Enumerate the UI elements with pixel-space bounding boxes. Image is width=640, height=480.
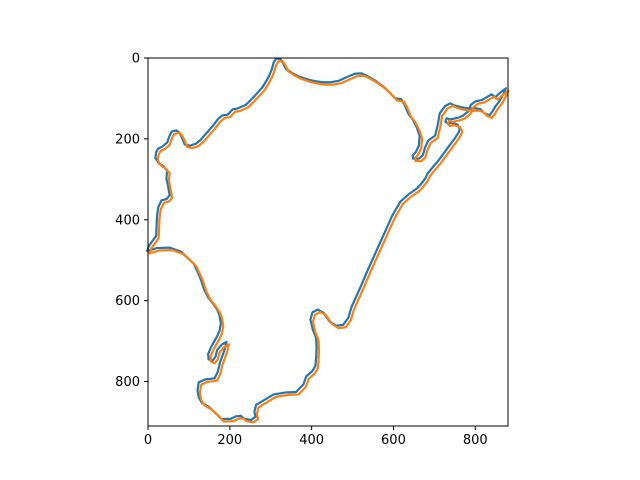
x-tick-label: 600 (381, 433, 406, 448)
axes-frame (147, 57, 509, 427)
series-line-2 (148, 60, 510, 424)
y-tick-label: 800 (115, 375, 140, 390)
series-layer (146, 57, 510, 424)
y-tick-label: 200 (115, 132, 140, 147)
x-tick-label: 400 (299, 433, 324, 448)
y-tick-label: 600 (115, 294, 140, 309)
x-tick-label: 800 (463, 433, 488, 448)
y-axis-ticks: 0 200 400 600 800 (115, 52, 148, 390)
y-tick-label: 400 (115, 213, 140, 228)
x-tick-label: 200 (217, 433, 242, 448)
x-tick-label: 0 (144, 433, 152, 448)
axes-background (148, 58, 508, 426)
y-tick-label: 0 (132, 52, 140, 67)
x-axis-ticks: 0 200 400 600 800 (144, 426, 488, 448)
